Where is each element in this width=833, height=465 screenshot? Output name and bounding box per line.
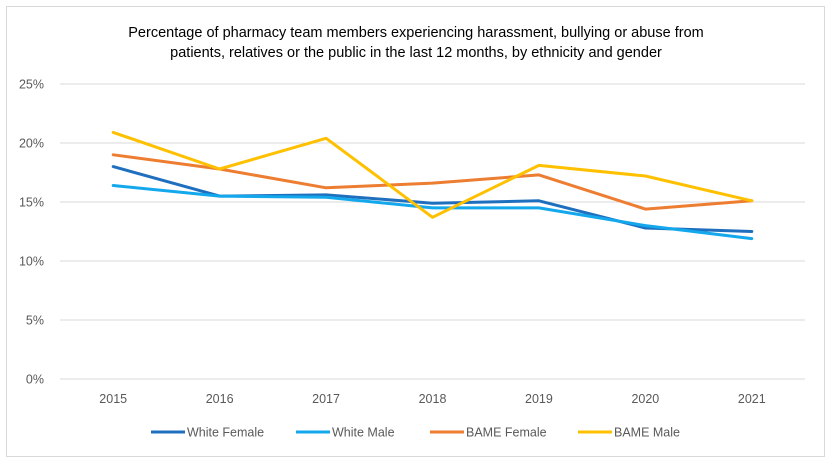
y-tick-label: 0% [26, 373, 44, 387]
y-axis: 0% 5% 10% 15% 20% 25% [19, 78, 44, 387]
x-axis: 2015 2016 2017 2018 2019 2020 2021 [99, 392, 765, 406]
series-line-bame-male [111, 130, 754, 219]
chart-title-line-2: patients, relatives or the public in the… [170, 45, 662, 61]
x-tick-label: 2020 [631, 392, 659, 406]
series-line-white-male [111, 184, 754, 241]
y-tick-label: 5% [26, 314, 44, 328]
series-lines [111, 130, 754, 241]
x-tick-label: 2018 [419, 392, 447, 406]
chart-title: Percentage of pharmacy team members expe… [128, 25, 703, 61]
x-tick-label: 2017 [312, 392, 340, 406]
legend-label-bame-male: BAME Male [614, 426, 680, 440]
gridlines [60, 83, 805, 380]
series-line-bame-female [111, 153, 754, 211]
chart-title-line-1: Percentage of pharmacy team members expe… [128, 25, 703, 41]
legend: White Female White Male BAME Female BAME Ma… [151, 426, 680, 440]
x-tick-label: 2019 [525, 392, 553, 406]
series-line-white-female [111, 165, 754, 233]
legend-label-white-male: White Male [332, 426, 395, 440]
x-tick-label: 2015 [99, 392, 127, 406]
legend-label-bame-female: BAME Female [466, 426, 547, 440]
y-tick-label: 25% [19, 78, 44, 92]
y-tick-label: 10% [19, 255, 44, 269]
x-tick-label: 2016 [206, 392, 234, 406]
legend-label-white-female: White Female [187, 426, 264, 440]
y-tick-label: 20% [19, 137, 44, 151]
x-tick-label: 2021 [738, 392, 766, 406]
y-tick-label: 15% [19, 196, 44, 210]
